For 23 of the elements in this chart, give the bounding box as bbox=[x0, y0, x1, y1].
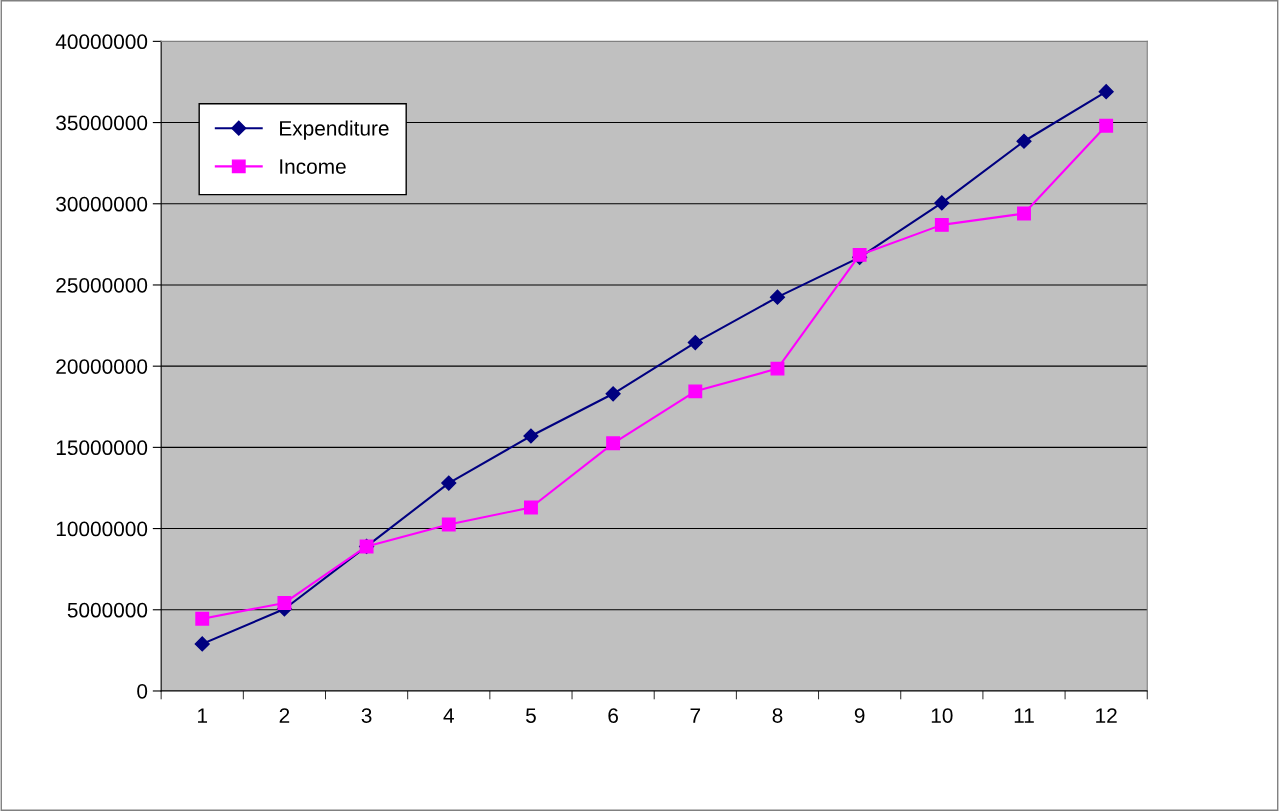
y-tick-label: 20000000 bbox=[56, 359, 148, 374]
x-tick-label: 2 bbox=[279, 708, 290, 723]
y-tick-label: 15000000 bbox=[56, 440, 148, 456]
x-tick-label: 6 bbox=[608, 708, 618, 723]
y-tick-label: 5000000 bbox=[67, 602, 148, 618]
x-tick-label: 1 bbox=[198, 708, 208, 723]
x-tick-label: 3 bbox=[361, 708, 372, 723]
x-tick-label: 4 bbox=[443, 708, 454, 723]
x-tick-label: 8 bbox=[772, 708, 783, 723]
x-tick-label: 7 bbox=[690, 708, 701, 723]
y-tick-label: 40000000 bbox=[55, 34, 148, 50]
x-tick-label: 11 bbox=[1014, 708, 1034, 723]
x-tick-label: 5 bbox=[525, 708, 536, 723]
x-tick-label: 9 bbox=[854, 708, 865, 723]
x-tick-label: 10 bbox=[931, 708, 953, 723]
y-tick-label: 25000000 bbox=[56, 277, 148, 293]
x-tick-label: 12 bbox=[1096, 708, 1117, 723]
legend-label: Income bbox=[280, 159, 346, 174]
y-tick-label: 10000000 bbox=[56, 521, 148, 537]
legend-label: Expenditure bbox=[280, 120, 389, 140]
y-tick-label: 35000000 bbox=[56, 115, 148, 131]
y-tick-label: 0 bbox=[137, 683, 148, 699]
y-tick-label: 30000000 bbox=[56, 196, 148, 212]
